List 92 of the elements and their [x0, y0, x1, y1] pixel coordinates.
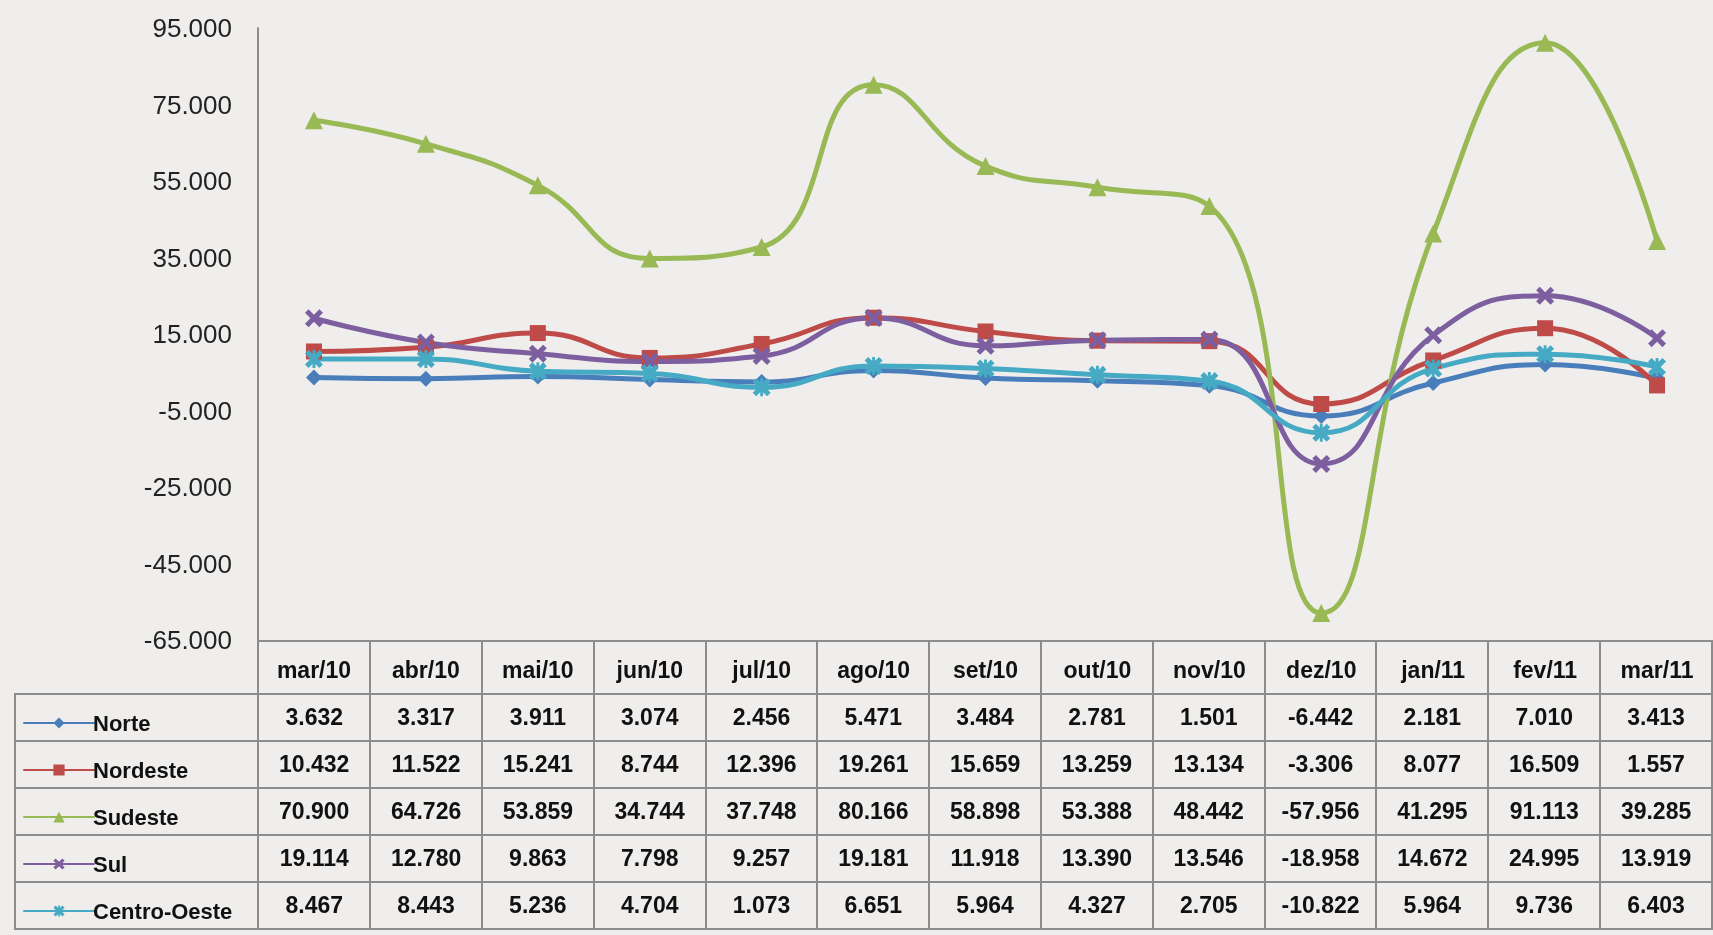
data-label: 16.509 [1488, 741, 1601, 788]
data-label: 4.327 [1041, 882, 1153, 929]
data-label: 13.259 [1041, 741, 1153, 788]
data-label: 3.317 [370, 694, 482, 741]
data-label: 37.748 [705, 788, 818, 835]
data-label: 53.388 [1041, 788, 1153, 835]
x-tick-label: ago/10 [837, 656, 911, 683]
data-label: 19.261 [817, 741, 930, 788]
legend-label: Sudeste [93, 804, 179, 830]
x-tick-label: jun/10 [615, 656, 683, 683]
data-label: 5.236 [481, 882, 594, 929]
data-label: -6.442 [1264, 694, 1377, 741]
data-label: 13.919 [1600, 835, 1712, 882]
data-label: 9.863 [481, 835, 594, 882]
y-tick-label: -5.000 [158, 395, 232, 426]
data-label: 64.726 [370, 788, 482, 835]
data-label: 12.396 [705, 741, 818, 788]
data-label: 8.467 [258, 882, 371, 929]
data-label: -10.822 [1264, 882, 1377, 929]
data-label: 41.295 [1376, 788, 1489, 835]
data-label: 70.900 [258, 788, 371, 835]
y-tick-label: -65.000 [143, 625, 232, 655]
data-label: 4.704 [593, 882, 706, 929]
data-label: 39.285 [1600, 788, 1712, 835]
data-label: 13.134 [1152, 741, 1265, 788]
data-label: 48.442 [1152, 788, 1265, 835]
x-tick-label: mai/10 [502, 656, 574, 683]
x-tick-label: nov/10 [1172, 656, 1246, 683]
data-label: 2.456 [705, 694, 818, 741]
data-label: 15.241 [481, 741, 594, 788]
data-label: 1.073 [705, 882, 818, 929]
x-tick-label: jul/10 [731, 656, 792, 683]
legend-label: Norte [93, 710, 151, 736]
data-label: 11.918 [929, 835, 1042, 882]
x-tick-label: mar/11 [1620, 656, 1694, 683]
data-label: -18.958 [1264, 835, 1377, 882]
y-tick-label: -45.000 [143, 548, 232, 579]
x-tick-label: abr/10 [392, 656, 460, 683]
data-label: 53.859 [481, 788, 594, 835]
y-tick-label: 75.000 [152, 89, 232, 120]
x-tick-label: out/10 [1063, 656, 1132, 683]
data-label: 8.744 [593, 741, 706, 788]
data-label: 3.911 [481, 694, 594, 741]
y-tick-label: 15.000 [152, 319, 232, 349]
data-label: 13.390 [1041, 835, 1153, 882]
x-tick-label: fev/11 [1513, 656, 1578, 683]
x-tick-label: jan/11 [1400, 656, 1466, 683]
data-label: 34.744 [593, 788, 706, 835]
data-label: 24.995 [1488, 835, 1601, 882]
data-label: 91.113 [1488, 788, 1601, 835]
data-label: 12.780 [370, 835, 482, 882]
data-label: 7.010 [1488, 694, 1601, 741]
data-label: 3.632 [258, 694, 371, 741]
data-label: 6.651 [817, 882, 930, 929]
data-label: 13.546 [1152, 835, 1265, 882]
y-tick-label: -25.000 [143, 472, 232, 502]
data-label: 15.659 [929, 741, 1042, 788]
data-label: 2.781 [1041, 694, 1153, 741]
legend-label: Nordeste [93, 757, 189, 783]
y-tick-label: 35.000 [152, 242, 232, 273]
legend-label: Sul [93, 851, 128, 877]
data-label: 5.471 [817, 694, 930, 741]
data-label: 1.557 [1600, 741, 1712, 788]
data-label: 2.705 [1152, 882, 1265, 929]
data-label: -57.956 [1264, 788, 1377, 835]
x-tick-label: mar/10 [276, 656, 352, 683]
data-label: 14.672 [1376, 835, 1489, 882]
x-tick-label: dez/10 [1286, 656, 1357, 683]
y-tick-label: 95.000 [152, 13, 232, 43]
data-label: 3.484 [929, 694, 1042, 741]
data-label: 9.257 [705, 835, 818, 882]
data-label: 6.403 [1600, 882, 1712, 929]
data-label: 7.798 [593, 835, 706, 882]
data-label: -3.306 [1264, 741, 1377, 788]
data-label: 8.443 [370, 882, 482, 929]
data-label: 2.181 [1376, 694, 1489, 741]
data-label: 5.964 [929, 882, 1042, 929]
legend-label: Centro-Oeste [93, 898, 233, 924]
data-label: 11.522 [370, 741, 482, 788]
data-label: 8.077 [1376, 741, 1489, 788]
data-label: 80.166 [817, 788, 930, 835]
data-label: 10.432 [258, 741, 371, 788]
data-label: 5.964 [1376, 882, 1489, 929]
data-label: 19.181 [817, 835, 930, 882]
y-tick-label: 55.000 [152, 166, 232, 196]
data-label: 3.413 [1600, 694, 1712, 741]
data-label: 3.074 [593, 694, 706, 741]
data-label: 9.736 [1488, 882, 1601, 929]
data-label: 58.898 [929, 788, 1042, 835]
x-tick-label: set/10 [952, 656, 1019, 683]
data-label: 19.114 [258, 835, 371, 882]
data-label: 1.501 [1152, 694, 1265, 741]
